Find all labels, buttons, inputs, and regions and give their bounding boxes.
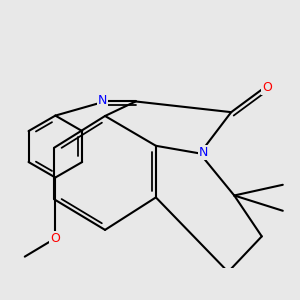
Text: N: N [199, 146, 208, 159]
Text: O: O [50, 232, 60, 245]
Text: O: O [262, 81, 272, 94]
Text: N: N [98, 94, 107, 107]
